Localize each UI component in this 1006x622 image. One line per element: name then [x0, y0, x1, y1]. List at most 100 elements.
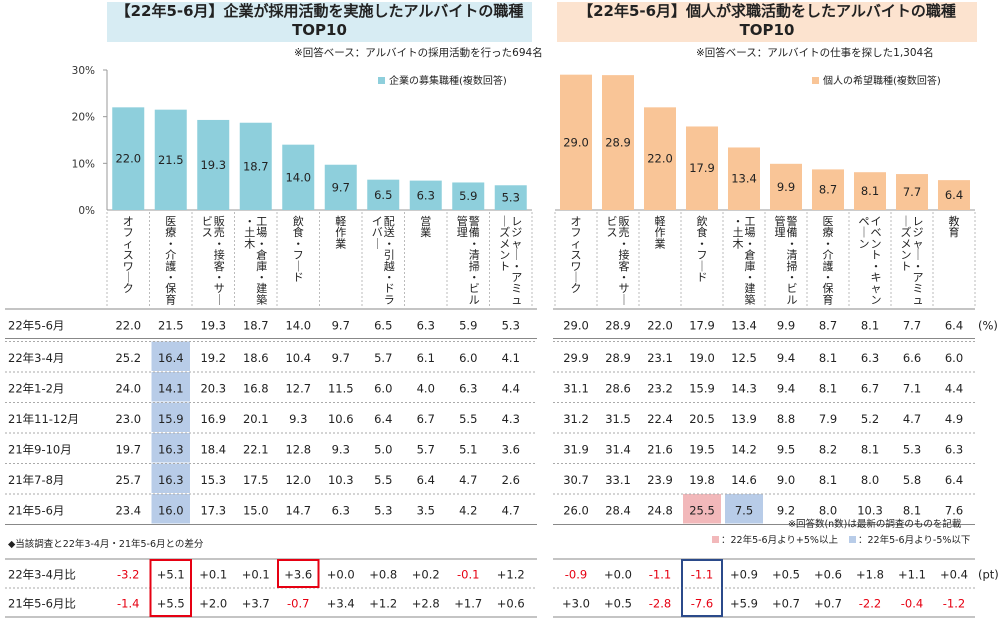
left-diff-cell: +2.0: [199, 597, 227, 611]
right-table-cell: 19.8: [689, 473, 715, 487]
right-bar-value: 29.0: [563, 135, 589, 149]
left-table-cell: 12.8: [285, 442, 311, 456]
right-diff-cell: -2.2: [859, 597, 881, 611]
right-diff-cell: +5.9: [730, 597, 758, 611]
right-category-label: イベント・キャンペ｜ン: [859, 215, 882, 306]
row-label: 21年11-12月: [8, 412, 79, 426]
right-table-cell: 5.3: [903, 442, 921, 456]
right-chart-title: 【22年5-6月】個人が求職活動をしたアルバイトの職種 TOP10: [557, 2, 977, 42]
right-diff-cell: +3.0: [562, 597, 590, 611]
right-category-label: 飲食・フ｜ド: [697, 214, 708, 284]
right-table-cell: 7.5: [735, 503, 753, 517]
left-bar-value: 5.9: [459, 189, 477, 203]
right-legend-label: 個人の希望職種(複数回答): [823, 74, 941, 87]
left-table-cell: 6.4: [417, 473, 435, 487]
right-diff-cell: +1.1: [898, 568, 926, 582]
left-category-label: 配送・引越・ドライバ｜: [372, 215, 395, 306]
left-category-label: 軽作業: [335, 215, 346, 250]
left-table-cell: 6.7: [417, 412, 435, 426]
left-table-cell: 16.3: [158, 473, 184, 487]
left-table-cell: 15.0: [243, 503, 269, 517]
right-table-cell: 31.1: [563, 381, 589, 395]
right-bar: [854, 172, 886, 210]
left-table-cell: 19.3: [200, 318, 226, 332]
right-diff-cell: -1.2: [943, 597, 965, 611]
left-category-label: オフィスワ｜ク: [123, 215, 134, 295]
right-table-cell: 9.5: [777, 442, 795, 456]
y-tick-label: 20%: [72, 112, 95, 124]
left-highlight-cell: [151, 372, 190, 402]
left-bar-value: 9.7: [332, 180, 350, 194]
right-table-cell: 9.2: [777, 503, 795, 517]
row-label: 21年5-6月: [8, 503, 64, 517]
right-bar-value: 28.9: [605, 136, 631, 150]
left-table-cell: 18.4: [200, 442, 226, 456]
right-table-cell: 4.4: [945, 381, 963, 395]
right-table-cell: 15.9: [689, 381, 715, 395]
right-diff-cell: -1.1: [691, 568, 713, 582]
left-diff-cell: +0.2: [412, 568, 440, 582]
highlight-note: ※回答数(n数)は最新の調査のものを記載: [788, 518, 962, 530]
right-table-cell: 8.2: [819, 442, 837, 456]
right-table-cell: 5.2: [861, 412, 879, 426]
right-table-cell: 8.1: [861, 442, 879, 456]
right-diff-cell: +0.7: [814, 597, 842, 611]
right-diff-cell: +0.5: [604, 597, 632, 611]
right-diff-cell: +0.4: [940, 568, 968, 582]
left-bar-value: 22.0: [115, 152, 141, 166]
left-diff-highlight-box: [277, 559, 320, 588]
left-diff-cell: -0.1: [457, 568, 479, 582]
right-table-cell: 8.1: [819, 351, 837, 365]
right-table-cell: 8.1: [903, 503, 921, 517]
left-bar: [367, 179, 400, 210]
left-table-cell: 24.0: [115, 381, 141, 395]
left-diff-cell: +3.4: [327, 597, 355, 611]
right-bar: [728, 147, 760, 210]
right-bar-value: 8.1: [861, 184, 879, 198]
right-table-cell: 7.6: [945, 503, 963, 517]
left-diff-cell: +0.0: [327, 568, 355, 582]
right-diff-cell: -2.8: [649, 597, 671, 611]
left-bar: [197, 119, 230, 210]
left-highlight-cell: [151, 494, 190, 524]
right-table-cell: 23.1: [647, 351, 673, 365]
left-diff-cell: -1.4: [117, 597, 139, 611]
right-diff-cell: +0.0: [604, 568, 632, 582]
right-table-cell: 31.5: [605, 412, 631, 426]
right-table-cell: 6.3: [861, 351, 879, 365]
left-table-cell: 22.0: [115, 318, 141, 332]
right-table-cell: 6.4: [945, 318, 963, 332]
left-highlight-cell: [151, 402, 190, 432]
right-table-cell: 22.4: [647, 412, 673, 426]
right-table-cell: 9.0: [777, 473, 795, 487]
left-subtitle: ※回答ベース：アルバイトの採用活動を行った694名: [294, 47, 543, 59]
right-category-label: 教育: [949, 215, 960, 239]
left-table-cell: 5.7: [417, 442, 435, 456]
right-bar: [644, 107, 676, 210]
left-table-cell: 9.3: [289, 412, 307, 426]
right-table-cell: 8.0: [819, 503, 837, 517]
left-bar: [324, 164, 357, 210]
left-bar-value: 6.5: [374, 188, 392, 202]
left-diff-cell: +2.8: [412, 597, 440, 611]
left-category-label: 医療・介護・保育: [165, 215, 176, 306]
left-table-cell: 14.0: [285, 318, 311, 332]
right-diff-cell: +0.6: [814, 568, 842, 582]
left-table-cell: 15.9: [158, 412, 184, 426]
right-table-cell: 31.4: [605, 442, 631, 456]
right-diff-cell: -7.6: [691, 597, 713, 611]
right-bar-value: 13.4: [731, 172, 757, 186]
right-table-cell: 6.7: [861, 381, 879, 395]
left-table-cell: 5.5: [374, 473, 392, 487]
left-bar-value: 21.5: [158, 153, 184, 167]
left-table-cell: 16.0: [158, 503, 184, 517]
right-bar: [896, 174, 928, 210]
left-table-cell: 9.7: [332, 351, 350, 365]
left-table-cell: 17.3: [200, 503, 226, 517]
y-tick-label: 30%: [72, 65, 95, 77]
right-table-cell: 24.8: [647, 503, 673, 517]
left-table-cell: 5.3: [502, 318, 520, 332]
left-bar: [154, 109, 187, 210]
right-table-cell: 23.9: [647, 473, 673, 487]
right-bar-value: 17.9: [689, 161, 715, 175]
